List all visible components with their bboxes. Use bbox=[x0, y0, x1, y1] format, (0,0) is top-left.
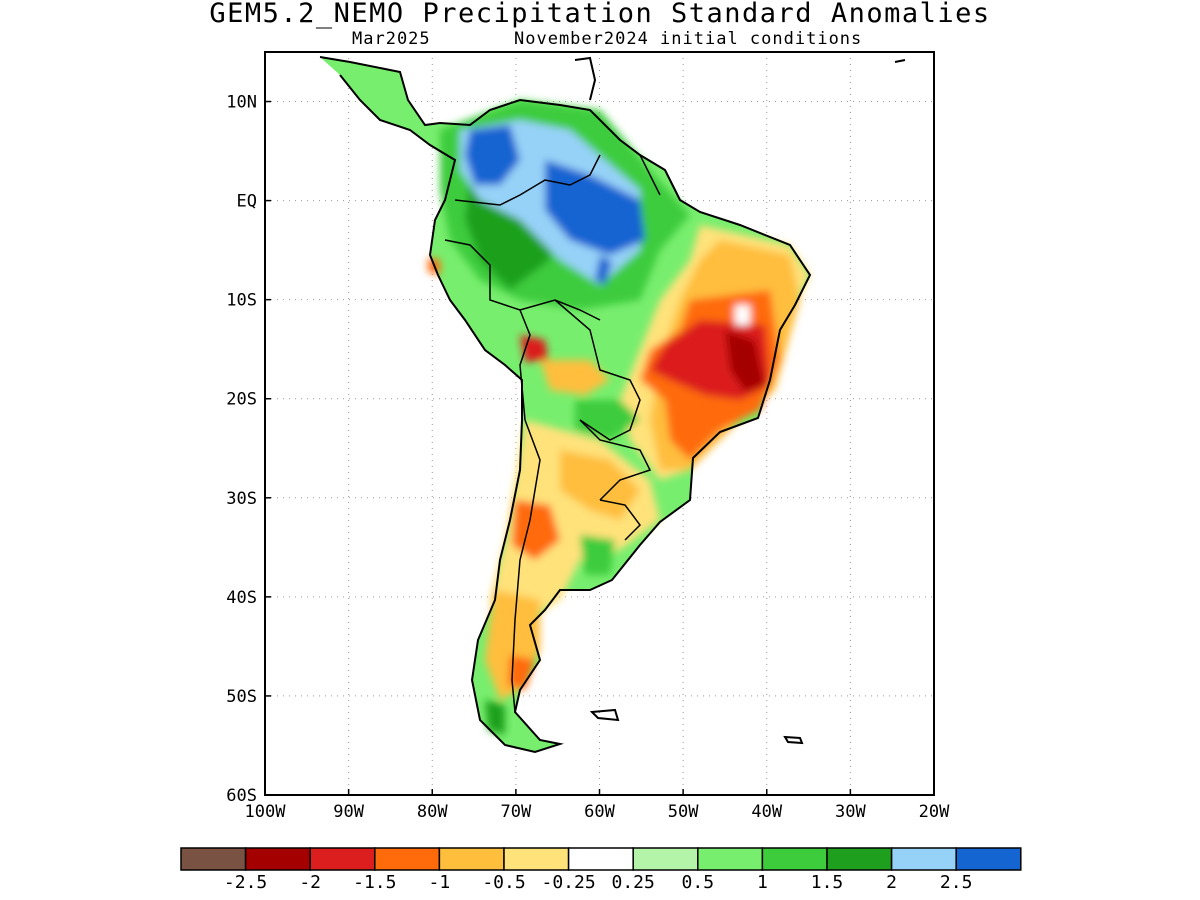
colorbar-swatch bbox=[503, 847, 570, 871]
colorbar-label: -0.25 bbox=[541, 872, 596, 893]
lat-tick-label: 10S bbox=[226, 291, 257, 311]
colorbar-label: 1.5 bbox=[810, 872, 844, 893]
axis-labels: 100W 90W 80W 70W 60W 50W 40W 30W 20W 10N EQ 10S 20S 3… bbox=[226, 93, 950, 822]
colorbar bbox=[180, 847, 1022, 877]
lat-tick-label: 30S bbox=[226, 489, 257, 509]
colorbar-label: -2.5 bbox=[223, 872, 268, 893]
map-title: GEM5.2_NEMO Precipitation Standard Anoma… bbox=[209, 0, 991, 29]
anomaly-white-brasil bbox=[735, 305, 750, 325]
lat-tick-label: EQ bbox=[237, 192, 257, 212]
colorbar-label: 2.5 bbox=[939, 872, 973, 893]
colorbar-swatch bbox=[826, 847, 893, 871]
anomaly-blue-amazon bbox=[545, 160, 645, 255]
anomaly-field bbox=[320, 57, 810, 752]
colorbar-label: 0.25 bbox=[611, 872, 655, 893]
colorbar-swatch bbox=[567, 847, 634, 871]
lon-tick-label: 60W bbox=[584, 802, 615, 822]
colorbar-label: 0.5 bbox=[681, 872, 715, 893]
colorbar-label: 2 bbox=[886, 872, 898, 893]
colorbar-swatch bbox=[955, 847, 1022, 871]
colorbar-label: 1 bbox=[756, 872, 768, 893]
anomaly-orange-south bbox=[560, 450, 640, 520]
lon-tick-label: 50W bbox=[668, 802, 699, 822]
lat-tick-label: 40S bbox=[226, 588, 257, 608]
colorbar-swatch bbox=[697, 847, 764, 871]
anomaly-darkred-ne bbox=[725, 330, 765, 392]
lon-tick-label: 70W bbox=[501, 802, 532, 822]
colorbar-swatch bbox=[761, 847, 828, 871]
lon-tick-label: 20W bbox=[919, 802, 950, 822]
anomaly-green-paraguay bbox=[575, 400, 640, 440]
colorbar-label: -1.5 bbox=[353, 872, 397, 893]
lat-tick-label: 60S bbox=[226, 786, 257, 806]
anomaly-blue-small bbox=[595, 255, 612, 285]
lon-tick-label: 100W bbox=[245, 802, 287, 822]
colorbar-boxes bbox=[180, 847, 1022, 871]
lon-tick-label: 30W bbox=[835, 802, 866, 822]
lon-tick-label: 90W bbox=[333, 802, 364, 822]
country-borders bbox=[444, 154, 681, 713]
forecast-month: Mar2025 bbox=[352, 29, 431, 49]
land-mass bbox=[320, 57, 810, 752]
colorbar-swatch bbox=[244, 847, 311, 871]
colorbar-label: -0.5 bbox=[482, 872, 526, 893]
colorbar-swatch bbox=[180, 847, 247, 871]
colorbar-swatch bbox=[309, 847, 376, 871]
colorbar-swatch bbox=[374, 847, 441, 871]
anomaly-green-chile bbox=[485, 700, 505, 735]
colorbar-swatch bbox=[890, 847, 957, 871]
anomaly-orange-bolivia bbox=[540, 360, 610, 395]
lon-tick-label: 40W bbox=[751, 802, 782, 822]
anomaly-blue-venezuela bbox=[465, 125, 520, 185]
lon-tick-label: 80W bbox=[417, 802, 448, 822]
colorbar-swatch bbox=[632, 847, 699, 871]
initial-conditions: November2024 initial conditions bbox=[514, 29, 863, 49]
lat-tick-label: 20S bbox=[226, 390, 257, 410]
anomaly-darkorange-patagonia bbox=[508, 655, 535, 690]
colorbar-label: -2 bbox=[299, 872, 322, 893]
lat-tick-label: 50S bbox=[226, 687, 257, 707]
coastline bbox=[319, 56, 906, 754]
lat-tick-label: 10N bbox=[226, 93, 257, 113]
anomaly-green-south bbox=[580, 535, 615, 575]
colorbar-label: -1 bbox=[428, 872, 451, 893]
colorbar-swatch bbox=[438, 847, 505, 871]
